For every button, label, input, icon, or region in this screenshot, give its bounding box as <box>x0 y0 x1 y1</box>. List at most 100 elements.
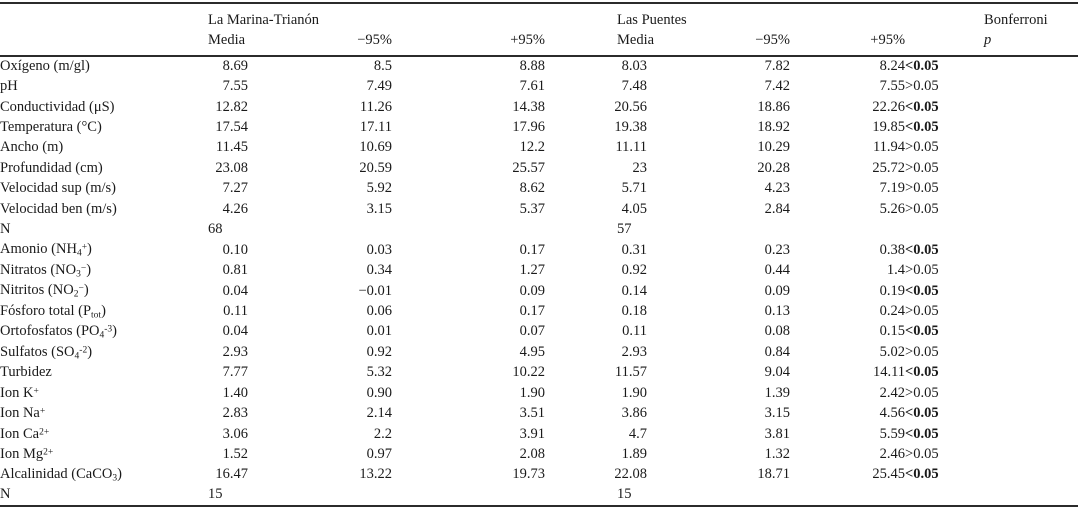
table-row: Sulfatos (SO4-2) 2.93 0.92 4.95 2.93 0.84 5.02… <box>0 342 1078 362</box>
label-text: Nitratos (NO <box>0 261 77 278</box>
parameter-label: Alcalinidad (CaCO3) <box>0 465 208 485</box>
table-row: Ion Mg2+ 1.52 0.97 2.08 1.89 1.32 2.46 >0.05 <box>0 444 1078 464</box>
value-cell: 0.06 <box>366 302 392 319</box>
value-cell: 25.45 <box>872 466 906 483</box>
value-cell: −0.01 <box>358 282 392 299</box>
label-text: Ortofosfatos (PO <box>0 323 100 340</box>
col-header-site2-media: Media <box>545 29 654 57</box>
value-cell: 4.26 <box>222 200 248 217</box>
value-cell: 19.73 <box>512 466 546 483</box>
label-subscript: 4 <box>76 248 82 259</box>
value-cell: 5.92 <box>366 180 392 197</box>
value-cell: 8.5 <box>373 58 392 75</box>
value-cell: 1.4 <box>886 262 906 279</box>
p-value-cell: >0.05 <box>905 159 939 176</box>
table-row: Ion Ca2+ 3.06 2.2 3.91 4.7 3.81 5.59 <0.05 <box>0 424 1078 444</box>
value-cell: 8.03 <box>621 58 648 75</box>
value-cell: 2.84 <box>764 200 791 217</box>
parameter-label: Oxígeno (m/gl) <box>0 56 208 76</box>
value-cell: 1.89 <box>621 446 648 463</box>
value-cell: 3.81 <box>764 425 791 442</box>
value-cell: 8.69 <box>222 58 248 75</box>
p-value-cell: <0.05 <box>905 58 939 75</box>
value-cell: 25.57 <box>512 159 546 176</box>
table-row: Nitritos (NO2−) 0.04 −0.01 0.09 0.14 0.09 0.19… <box>0 281 1078 301</box>
label-supscript: + <box>39 406 46 417</box>
parameter-label: Amonio (NH4+) <box>0 240 208 260</box>
value-cell: 2.08 <box>519 446 546 463</box>
group-header-row: La Marina-Trianón Las Puentes Bonferroni <box>0 3 1078 29</box>
value-cell: 13.22 <box>359 466 392 483</box>
value-cell: 5.32 <box>366 364 392 381</box>
value-cell: 22.26 <box>872 98 906 115</box>
label-supscript: -2 <box>79 345 88 356</box>
table-row: Ion K+ 1.40 0.90 1.90 1.90 1.39 2.42 >0.05 <box>0 383 1078 403</box>
label-text: ) <box>117 466 122 483</box>
value-cell: 3.06 <box>222 425 248 442</box>
col-header-site2-upper95: +95% <box>790 29 906 57</box>
table-row: Velocidad sup (m/s) 7.27 5.92 8.62 5.71 4.23 7… <box>0 179 1078 199</box>
value-cell: 7.77 <box>222 364 248 381</box>
value-cell: 11.26 <box>359 98 392 115</box>
value-cell: 12.2 <box>519 139 546 156</box>
value-cell: 0.38 <box>879 241 906 258</box>
value-cell: 22.08 <box>614 466 648 483</box>
parameter-label: Fósforo total (Ptot) <box>0 301 208 321</box>
label-text: ) <box>87 241 92 258</box>
value-cell: 0.92 <box>366 343 392 360</box>
value-cell <box>647 220 790 240</box>
value-cell: 10.69 <box>359 139 392 156</box>
value-cell: 0.11 <box>622 323 648 340</box>
label-text: ) <box>112 323 117 340</box>
column-header-row: Media −95% +95% Media −95% +95% p <box>0 29 1078 57</box>
table-header: La Marina-Trianón Las Puentes Bonferroni… <box>0 3 1078 57</box>
label-text: pH <box>0 78 18 95</box>
value-cell: 1.27 <box>519 262 546 279</box>
value-cell: 68 <box>208 221 223 238</box>
col-header-site1-media: Media <box>208 29 248 57</box>
parameter-label: Nitratos (NO3−) <box>0 260 208 280</box>
value-cell: 17.96 <box>512 119 546 136</box>
value-cell: 7.61 <box>519 78 546 95</box>
table-row: Ancho (m) 11.45 10.69 12.2 11.11 10.29 11.94 >0… <box>0 138 1078 158</box>
parameter-label: Sulfatos (SO4-2) <box>0 342 208 362</box>
value-cell: 15 <box>208 486 223 503</box>
value-cell: 1.90 <box>621 384 648 401</box>
label-text: Velocidad sup (m/s) <box>0 180 116 197</box>
table-row: N 15 15 <box>0 485 1078 505</box>
label-supscript: 2+ <box>39 427 50 438</box>
label-text: ) <box>86 261 92 278</box>
value-cell <box>392 220 545 240</box>
value-cell: 19.85 <box>872 119 906 136</box>
table-row: Ortofosfatos (PO4-3) 0.04 0.01 0.07 0.11 0.08… <box>0 322 1078 342</box>
value-cell <box>647 485 790 505</box>
value-cell: 11.94 <box>872 139 906 156</box>
p-value-cell: <0.05 <box>905 241 939 258</box>
parameter-label: Temperatura (°C) <box>0 117 208 137</box>
value-cell: 14.11 <box>872 364 906 381</box>
label-text: Fósforo total (P <box>0 302 92 319</box>
value-cell: 7.49 <box>366 78 392 95</box>
value-cell: 3.86 <box>621 405 648 422</box>
value-cell: 4.23 <box>764 180 791 197</box>
value-cell: 9.04 <box>764 364 791 381</box>
value-cell: 5.37 <box>519 200 546 217</box>
value-cell: 0.14 <box>621 282 648 299</box>
value-cell: 11.57 <box>614 364 648 381</box>
parameter-label: pH <box>0 76 208 96</box>
label-text: Alcalinidad (CaCO <box>0 466 113 483</box>
value-cell: 7.42 <box>764 78 791 95</box>
parameter-label: Ancho (m) <box>0 138 208 158</box>
value-cell: 20.59 <box>359 159 392 176</box>
value-cell: 7.55 <box>879 78 906 95</box>
value-cell: 3.91 <box>519 425 546 442</box>
value-cell: 0.10 <box>222 241 248 258</box>
value-cell: 5.26 <box>879 200 906 217</box>
value-cell: 0.84 <box>764 343 791 360</box>
p-value-cell: >0.05 <box>905 384 939 401</box>
value-cell: 1.32 <box>764 446 791 463</box>
value-cell: 4.56 <box>879 405 906 422</box>
value-cell: 0.19 <box>879 282 906 299</box>
empty-corner-cell <box>0 3 208 29</box>
value-cell: 0.04 <box>222 323 248 340</box>
